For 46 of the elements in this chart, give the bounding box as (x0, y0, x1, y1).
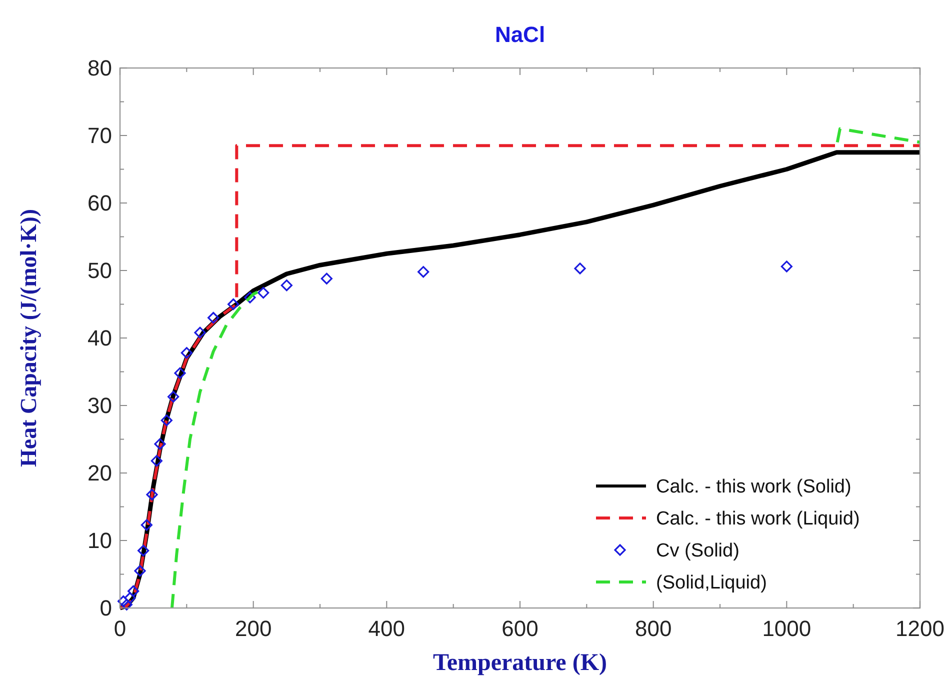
point (208, 312, 220, 324)
x-tick-label: 1000 (762, 616, 812, 641)
x-axis-title: Temperature (K) (433, 650, 607, 676)
y-tick-label: 10 (88, 528, 112, 554)
x-tick-label: 800 (634, 616, 672, 641)
point (194, 326, 206, 338)
point (138, 544, 150, 556)
point (228, 298, 240, 310)
legend-label: Calc. - this work (Liquid) (656, 508, 860, 530)
y-tick-label: 80 (88, 56, 112, 81)
y-axis-title: Heat Capacity (J/(mol·K)) (16, 208, 41, 468)
point (280, 280, 292, 292)
point (150, 455, 162, 467)
point (574, 262, 586, 274)
y-tick-label: 20 (88, 460, 112, 486)
y-tick-label: 60 (88, 190, 112, 216)
legend-label: Calc. - this work (Solid) (656, 476, 852, 498)
point (140, 519, 152, 531)
chart-title: NaCl (494, 22, 546, 47)
point (244, 292, 256, 304)
point (134, 565, 146, 577)
y-tick-label: 70 (88, 123, 112, 148)
y-tick-label: 40 (88, 326, 112, 351)
point (320, 272, 332, 284)
y-tick-label: 0 (100, 596, 112, 621)
point (146, 488, 158, 500)
point (174, 367, 186, 379)
point (154, 438, 166, 450)
x-tick-label: 600 (502, 616, 538, 641)
point (418, 266, 430, 278)
x-tick-label: 200 (234, 616, 272, 641)
point (160, 414, 172, 426)
point (118, 595, 130, 608)
x-tick-label: 400 (368, 616, 406, 641)
y-tick-label: 30 (88, 393, 112, 418)
point (780, 260, 792, 272)
point (258, 286, 270, 299)
point (124, 592, 136, 604)
legend-label: Cv (Solid) (656, 540, 740, 562)
point (180, 347, 192, 359)
legend-label: (Solid,Liquid) (656, 572, 767, 594)
x-tick-label: 1200 (896, 616, 944, 641)
point (168, 390, 180, 403)
point (120, 598, 132, 610)
y-tick-label: 50 (88, 258, 112, 284)
point (128, 585, 140, 597)
